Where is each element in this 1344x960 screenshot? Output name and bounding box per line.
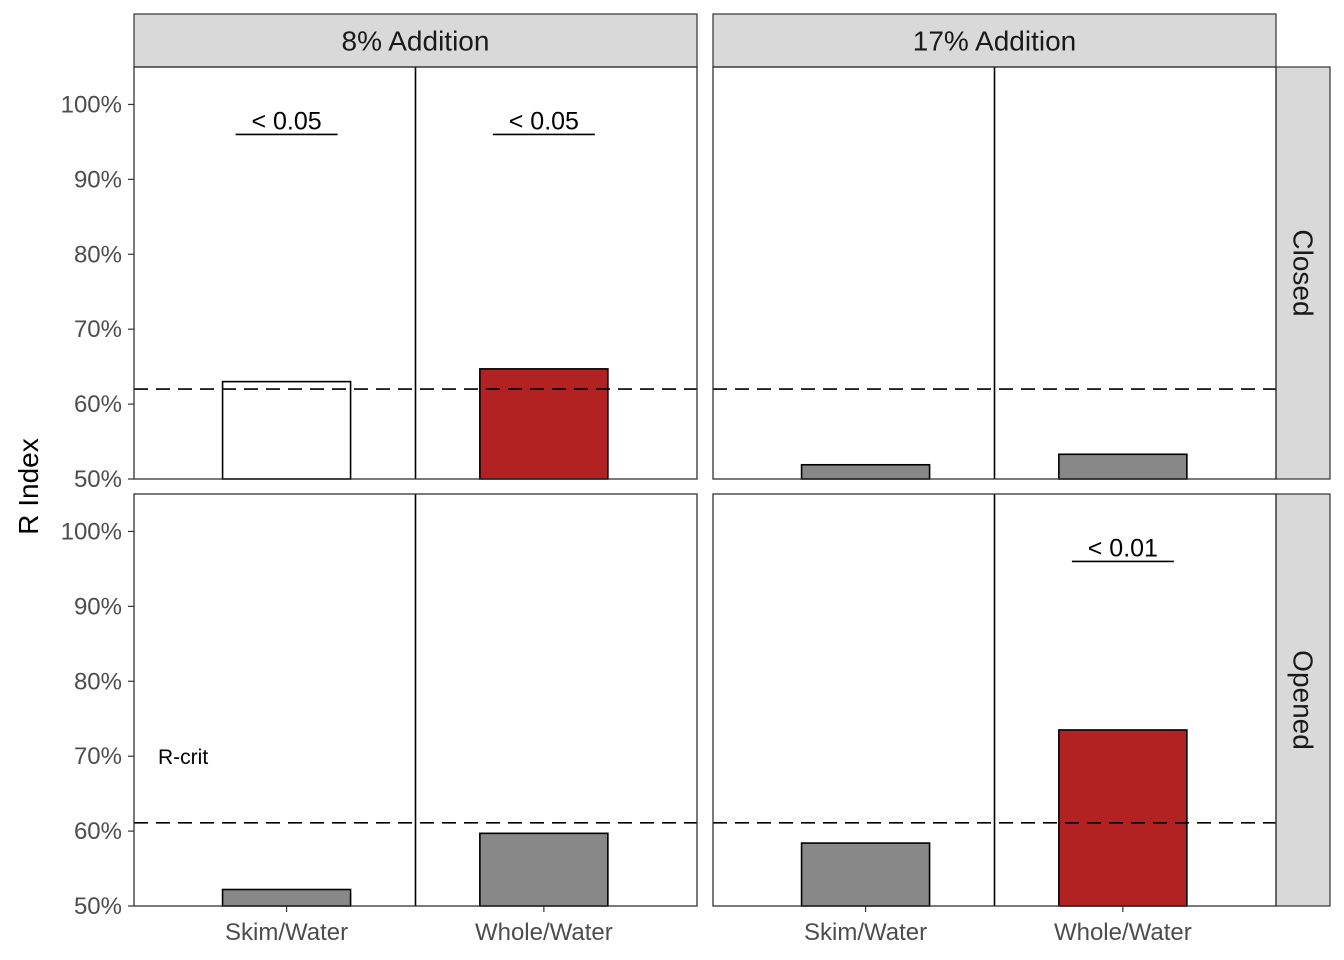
y-axis-title: R Index (13, 438, 44, 535)
x-tick-label: Skim/Water (804, 919, 927, 946)
pvalue-label: < 0.01 (1088, 534, 1158, 562)
x-tick-label: Skim/Water (225, 919, 348, 946)
bar (221, 888, 352, 907)
panel-border (133, 66, 698, 480)
row-strip (1275, 66, 1331, 480)
pvalue-label: < 0.05 (509, 107, 579, 135)
panel-border (133, 493, 698, 907)
x-tick-label: Whole/Water (1054, 919, 1192, 946)
y-tick-label: 80% (74, 668, 122, 695)
row-strip-label: Opened (1288, 650, 1319, 750)
column-strip (133, 13, 698, 68)
row-strip (1275, 493, 1331, 907)
column-strip-label: 17% Addition (913, 26, 1076, 57)
bar (479, 832, 609, 907)
bar (800, 463, 931, 480)
x-tick-label: Whole/Water (475, 919, 613, 946)
y-tick-label: 50% (74, 466, 122, 493)
bar (1058, 729, 1188, 907)
r-crit-label: R-crit (158, 746, 208, 769)
y-tick-label: 70% (74, 316, 122, 343)
row-strip-label: Closed (1288, 229, 1319, 316)
y-tick-label: 70% (74, 743, 122, 770)
column-strip-label: 8% Addition (342, 26, 490, 57)
y-tick-label: 80% (74, 241, 122, 268)
column-strip (712, 13, 1277, 68)
y-tick-label: 60% (74, 391, 122, 418)
bar (479, 368, 609, 480)
y-tick-label: 100% (61, 91, 122, 118)
panel-border (712, 493, 1277, 907)
y-tick-label: 90% (74, 166, 122, 193)
bar (221, 380, 352, 480)
bar (800, 842, 931, 907)
y-tick-label: 60% (74, 818, 122, 845)
y-tick-label: 50% (74, 893, 122, 920)
pvalue-label: < 0.05 (251, 107, 321, 135)
bar (1058, 453, 1188, 480)
y-tick-label: 100% (61, 518, 122, 545)
panel-border (712, 66, 1277, 480)
y-tick-label: 90% (74, 593, 122, 620)
